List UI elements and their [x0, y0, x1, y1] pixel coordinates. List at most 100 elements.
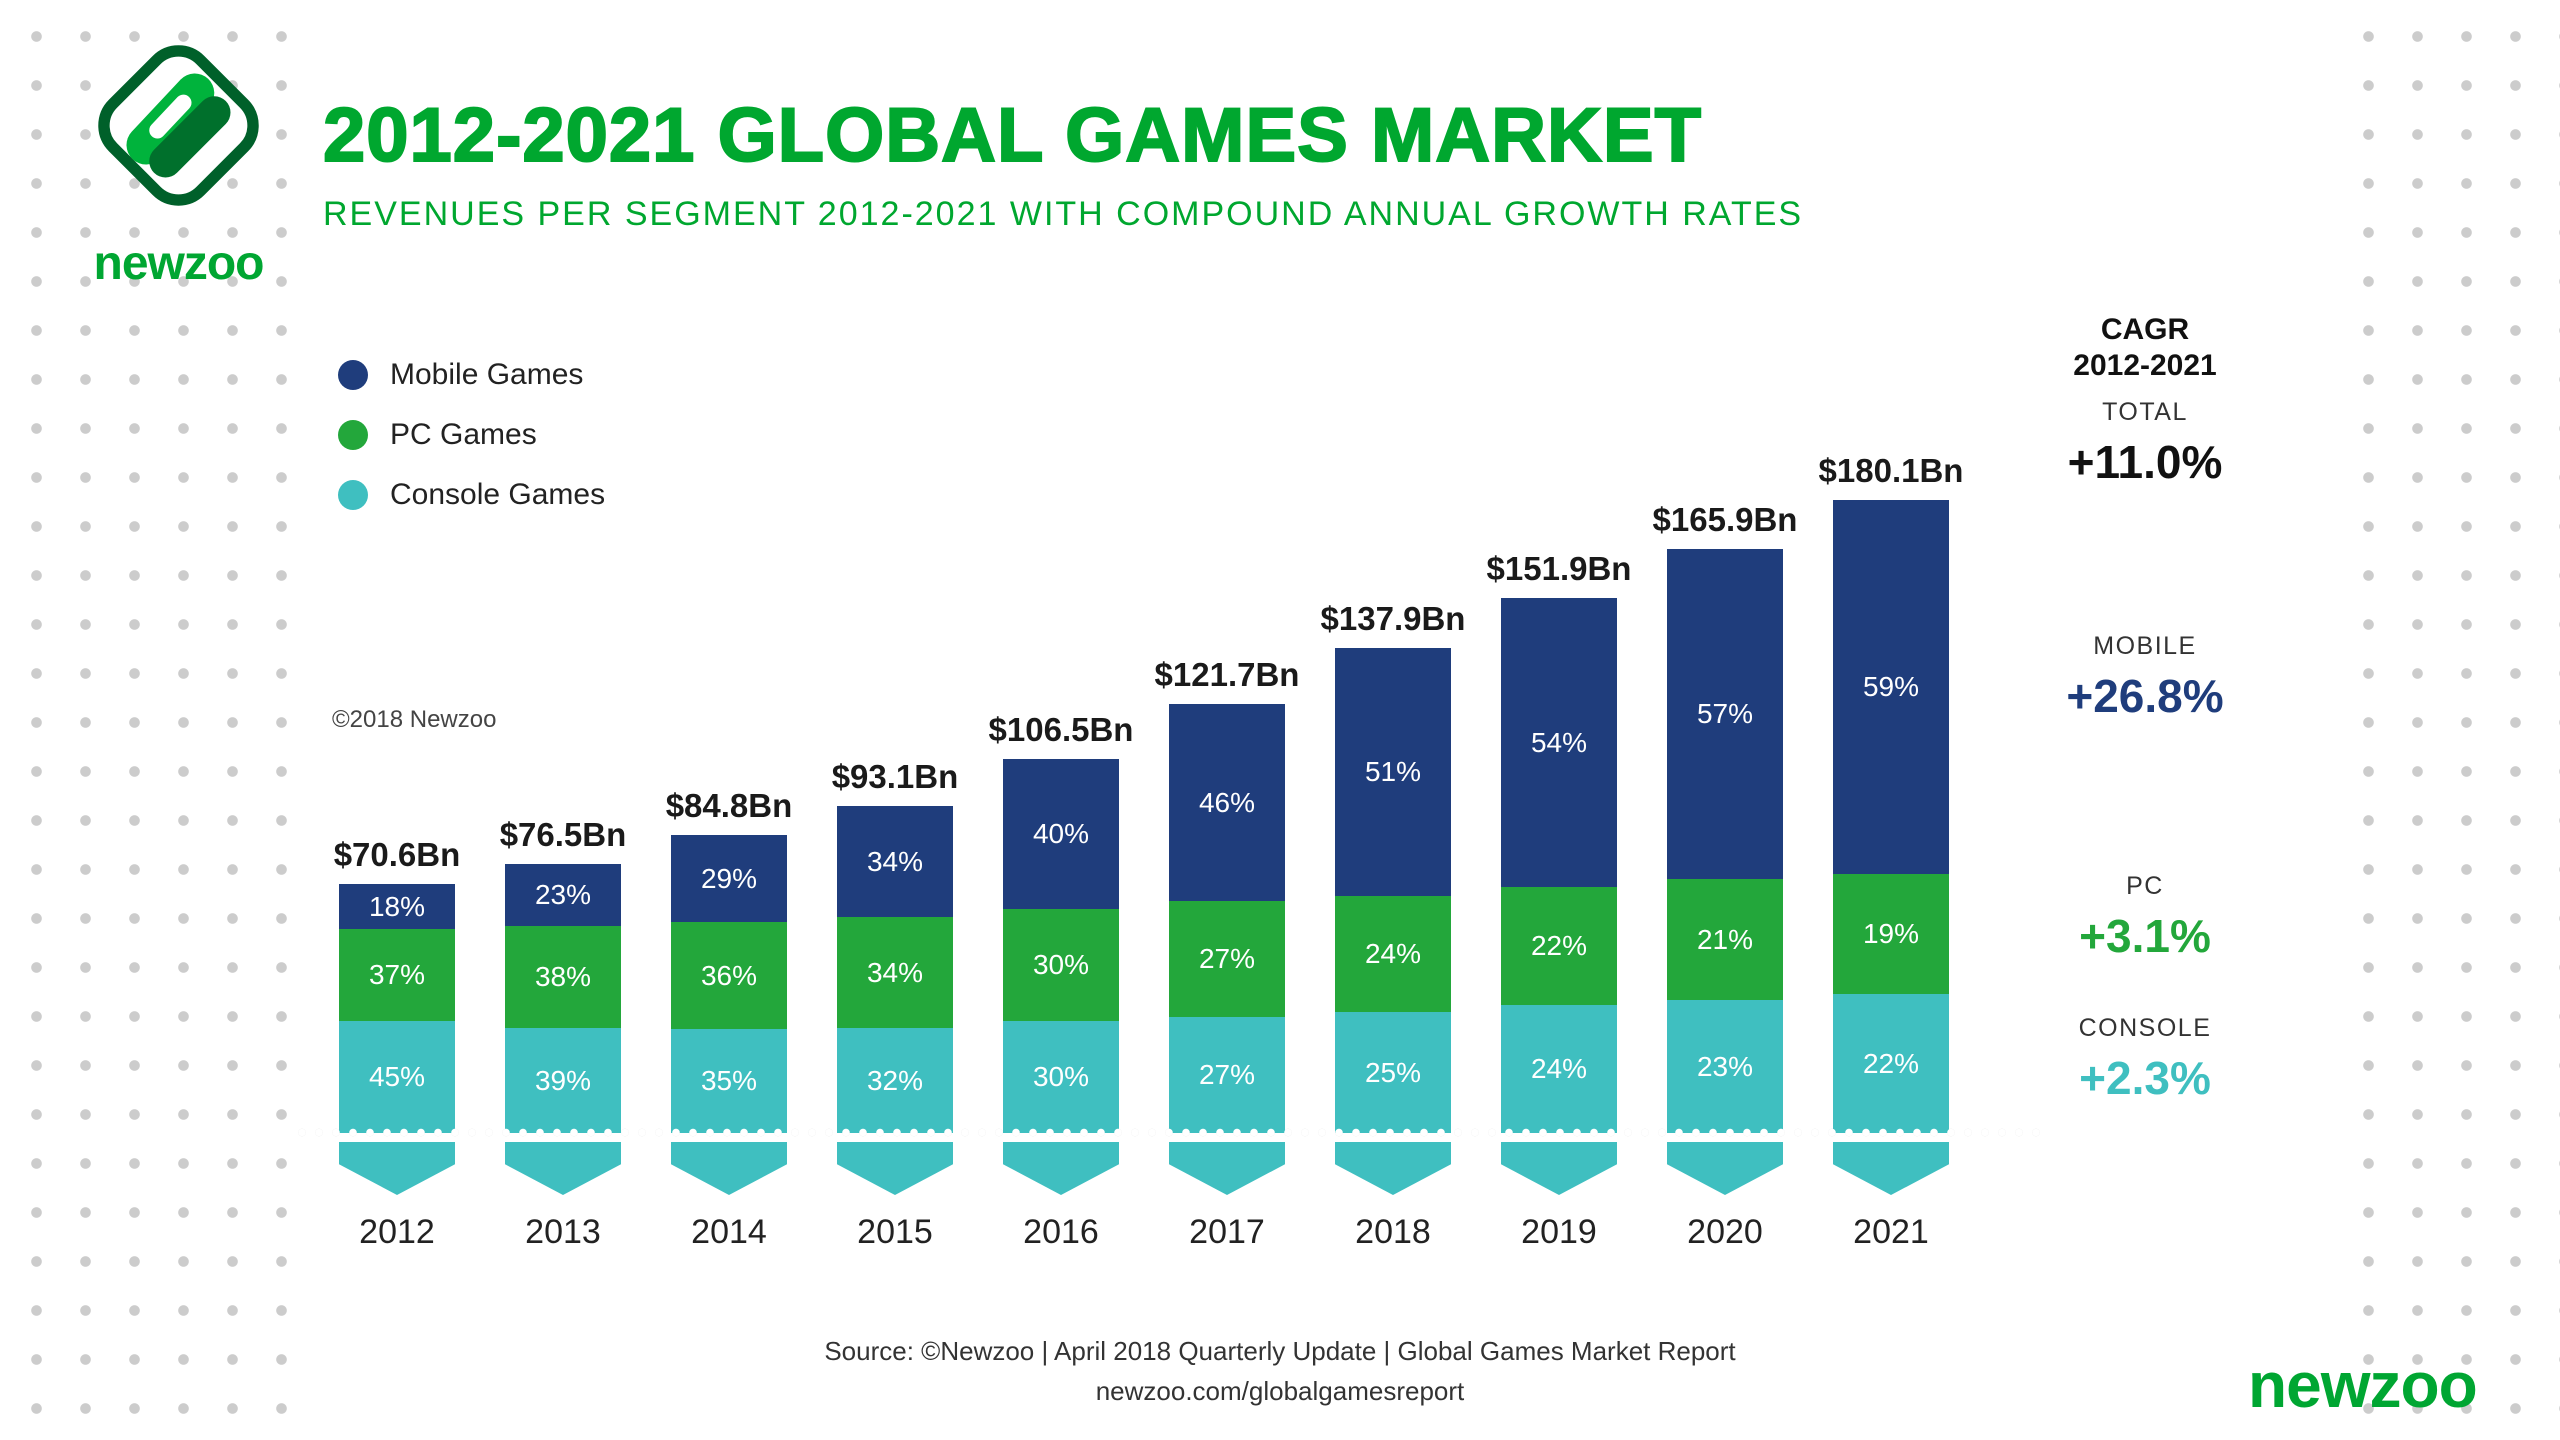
cagr-item-value: +26.8% — [2066, 670, 2224, 722]
bar-segment-pc: 34% — [837, 917, 953, 1028]
bar-segment-mobile: 40% — [1003, 759, 1119, 909]
bar-segment-percent-label: 24% — [1364, 938, 1422, 969]
chart-legend: Mobile Games PC Games Console Games — [338, 358, 605, 512]
bar-segment-console: 22% — [1833, 994, 1949, 1133]
bar-segment-percent-label: 21% — [1696, 923, 1754, 955]
chart-column: $151.9Bn 54% 22% 24% 2019 — [1476, 0, 1642, 1270]
cagr-heading-line1: CAGR — [2100, 313, 2190, 346]
cagr-item-label: CONSOLE — [2078, 1014, 2212, 1042]
bar-pointer-arrow — [1501, 1142, 1617, 1195]
bar-segment-percent-label: 32% — [866, 1064, 924, 1096]
bar-segment-mobile: 54% — [1501, 598, 1617, 887]
bar-segment-percent-label: 30% — [1032, 949, 1090, 980]
copyright-note: ©2018 Newzoo — [332, 706, 497, 733]
bar-pointer-arrow — [1003, 1142, 1119, 1195]
bar-segment-percent-label: 54% — [1530, 726, 1588, 758]
bar-segment-percent-label: 24% — [1530, 1053, 1588, 1084]
bar-total-label: $121.7Bn — [1154, 656, 1300, 693]
bar-segment-pc: 38% — [505, 926, 621, 1028]
bar-segment-percent-label: 27% — [1198, 943, 1256, 974]
newzoo-footer-wordmark: newzoo — [2248, 1349, 2478, 1421]
x-axis-year-label: 2019 — [1521, 1213, 1597, 1251]
x-axis-year-label: 2012 — [359, 1213, 435, 1251]
stacked-bar: 18% 37% 45% — [339, 884, 455, 1133]
newzoo-logo-wordmark: newzoo — [93, 237, 265, 290]
bar-segment-console: 23% — [1667, 1000, 1783, 1133]
bar-segment-mobile: 51% — [1335, 648, 1451, 896]
bar-segment-console: 30% — [1003, 1021, 1119, 1133]
chart-column: $70.6Bn 18% 37% 45% 2012 — [314, 0, 480, 1270]
chart-column: $180.1Bn 59% 19% 22% 2021 — [1808, 0, 1974, 1270]
bar-pointer-arrow — [1169, 1142, 1285, 1195]
cagr-item-value: +2.3% — [2079, 1052, 2211, 1104]
cagr-item-pc: PC +3.1% — [1985, 872, 2305, 963]
page-title: 2012-2021 GLOBAL GAMES MARKET — [322, 92, 1703, 179]
bar-segment-mobile: 34% — [837, 806, 953, 917]
legend-item: Console Games — [338, 478, 605, 512]
cagr-item-console: CONSOLE +2.3% — [1985, 1014, 2305, 1105]
cagr-heading-line2: 2012-2021 — [2073, 349, 2217, 382]
bar-segment-console: 32% — [837, 1028, 953, 1133]
bar-segment-percent-label: 23% — [1696, 1050, 1754, 1082]
stacked-bar: 34% 34% 32% — [837, 806, 953, 1133]
bar-pointer-arrow — [1833, 1142, 1949, 1195]
legend-item-label: Mobile Games — [390, 358, 584, 391]
bar-segment-percent-label: 27% — [1198, 1059, 1256, 1090]
bar-segment-pc: 36% — [671, 922, 787, 1029]
bar-segment-console: 45% — [339, 1021, 455, 1133]
cagr-item-value: +3.1% — [2079, 910, 2211, 962]
bar-segment-mobile: 57% — [1667, 549, 1783, 879]
stacked-bar: 23% 38% 39% — [505, 864, 621, 1133]
bar-segment-percent-label: 34% — [866, 845, 924, 877]
bar-segment-percent-label: 40% — [1032, 818, 1090, 849]
chart-column: $121.7Bn 46% 27% 27% 2017 — [1144, 0, 1310, 1270]
bar-segment-percent-label: 45% — [368, 1061, 426, 1092]
bar-total-label: $70.6Bn — [333, 836, 461, 873]
bar-pointer-arrow — [837, 1142, 953, 1195]
report-url: newzoo.com/globalgamesreport — [1095, 1376, 1465, 1406]
cagr-item-total: TOTAL +11.0% — [1985, 398, 2305, 489]
bar-segment-mobile: 46% — [1169, 704, 1285, 901]
x-axis-year-label: 2013 — [525, 1213, 601, 1251]
bar-segment-mobile: 23% — [505, 864, 621, 926]
stacked-bar: 59% 19% 22% — [1833, 500, 1949, 1133]
stacked-bar: 40% 30% 30% — [1003, 759, 1119, 1133]
bar-segment-pc: 24% — [1335, 896, 1451, 1012]
source-attribution: Source: ©Newzoo | April 2018 Quarterly U… — [824, 1336, 1736, 1366]
bar-segment-console: 25% — [1335, 1012, 1451, 1133]
dot-grid-decoration-left — [0, 0, 292, 1440]
chart-column: $84.8Bn 29% 36% 35% 2014 — [646, 0, 812, 1270]
x-axis-year-label: 2020 — [1687, 1213, 1763, 1251]
bar-segment-percent-label: 29% — [700, 862, 758, 894]
cagr-item-label: MOBILE — [2093, 632, 2197, 660]
legend-item: Mobile Games — [338, 358, 605, 392]
bar-total-label: $76.5Bn — [499, 816, 627, 853]
bar-pointer-arrow — [1335, 1142, 1451, 1195]
cagr-item-value: +11.0% — [2067, 436, 2223, 488]
bar-segment-pc: 27% — [1169, 901, 1285, 1017]
legend-item: PC Games — [338, 418, 605, 452]
bar-segment-percent-label: 34% — [866, 956, 924, 988]
legend-color-dot — [338, 480, 368, 510]
chart-column: $106.5Bn 40% 30% 30% 2016 — [978, 0, 1144, 1270]
cagr-item-label: TOTAL — [2102, 398, 2188, 426]
bar-segment-percent-label: 30% — [1032, 1061, 1090, 1092]
stacked-bar: 57% 21% 23% — [1667, 549, 1783, 1133]
bar-segment-percent-label: 46% — [1198, 786, 1256, 818]
x-axis-year-label: 2014 — [691, 1213, 767, 1251]
bar-total-label: $180.1Bn — [1818, 452, 1964, 489]
bar-segment-percent-label: 51% — [1364, 756, 1422, 787]
stacked-bar: 46% 27% 27% — [1169, 704, 1285, 1133]
legend-item-label: Console Games — [390, 478, 606, 511]
bar-segment-mobile: 18% — [339, 884, 455, 929]
bar-segment-console: 24% — [1501, 1005, 1617, 1133]
bar-segment-percent-label: 59% — [1862, 671, 1920, 702]
x-axis-year-label: 2017 — [1189, 1213, 1265, 1251]
bar-total-label: $151.9Bn — [1486, 550, 1632, 587]
bar-pointer-arrow — [671, 1142, 787, 1195]
bar-segment-percent-label: 22% — [1530, 930, 1588, 961]
bar-segment-percent-label: 23% — [534, 879, 592, 910]
bar-segment-pc: 30% — [1003, 909, 1119, 1021]
cagr-item-mobile: MOBILE +26.8% — [1985, 632, 2305, 723]
bar-segment-mobile: 59% — [1833, 500, 1949, 874]
